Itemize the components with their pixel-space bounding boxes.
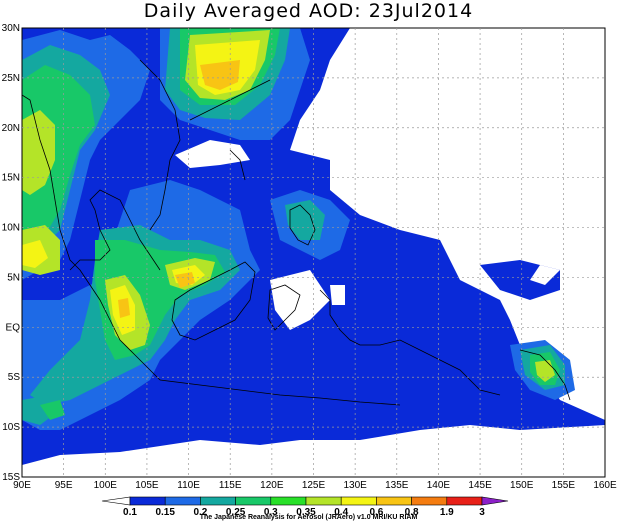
- longitude-tick-label: 150E: [510, 480, 534, 491]
- colorbar-label: 0.35: [296, 507, 316, 518]
- colorbar-label: 0.4: [334, 507, 348, 518]
- latitude-tick-label: 15N: [2, 173, 20, 184]
- latitude-tick-label: 10N: [2, 223, 20, 234]
- longitude-tick-label: 125E: [302, 480, 326, 491]
- longitude-tick-label: 120E: [260, 480, 284, 491]
- aod-field: [22, 28, 605, 477]
- map-title: Daily Averaged AOD: 23Jul2014: [143, 0, 474, 22]
- colorbar-segment: [164, 496, 201, 506]
- colorbar-under-triangle: [101, 496, 131, 506]
- colorbar-segment: [235, 496, 272, 506]
- credit-text: The Japanese Reanalysis for Aerosol (JRA…: [199, 514, 418, 521]
- colorbar-segment: [411, 496, 448, 506]
- latitude-tick-label: 20N: [2, 123, 20, 134]
- latitude-tick-label: 5S: [8, 372, 21, 383]
- latitude-tick-label: 10S: [2, 422, 20, 433]
- longitude-tick-label: 110E: [177, 480, 200, 491]
- colorbar-label: 0.3: [264, 507, 278, 518]
- longitude-tick-label: 130E: [343, 480, 367, 491]
- gridlines: [22, 28, 605, 477]
- longitude-tick-label: 95E: [55, 480, 73, 491]
- colorbar-segment: [305, 496, 342, 506]
- colorbar-segment: [270, 496, 307, 506]
- colorbar-segment: [376, 496, 412, 506]
- colorbar-label: 3: [479, 507, 485, 518]
- colorbar-segment: [200, 496, 236, 506]
- colorbar: 0.1 0.15 0.2 0.25 0.3 0.35 0.4 0.6 0.8 1.9 3: [101, 496, 509, 518]
- latitude-labels: 15S 10S 5S EQ 5N 10N 15N 20N 25N 30N: [2, 23, 21, 483]
- colorbar-over-triangle: [481, 496, 509, 506]
- colorbar-label: 0.1: [123, 507, 137, 518]
- longitude-tick-label: 90E: [13, 480, 31, 491]
- colorbar-label: 0.2: [193, 507, 207, 518]
- latitude-tick-label: 25N: [2, 73, 20, 84]
- colorbar-label: 1.9: [440, 507, 454, 518]
- latitude-tick-label: 5N: [7, 272, 20, 283]
- longitude-tick-label: 115E: [219, 480, 242, 491]
- colorbar-label: 0.6: [369, 507, 383, 518]
- longitude-tick-label: 145E: [468, 480, 492, 491]
- longitude-tick-label: 160E: [593, 480, 617, 491]
- latitude-tick-label: 15S: [2, 472, 20, 483]
- longitude-tick-label: 140E: [427, 480, 451, 491]
- latitude-tick-label: 30N: [2, 23, 20, 34]
- colorbar-label: 0.8: [405, 507, 419, 518]
- longitude-labels: 90E 95E 100E 105E 110E 115E 120E 125E 130E 135E 14…: [13, 480, 617, 491]
- colorbar-label: 0.15: [155, 507, 175, 518]
- longitude-tick-label: 135E: [385, 480, 409, 491]
- longitude-tick-label: 105E: [135, 480, 159, 491]
- colorbar-label: 0.25: [226, 507, 246, 518]
- colorbar-segment: [446, 496, 483, 506]
- latitude-tick-label: EQ: [6, 322, 21, 333]
- longitude-tick-label: 155E: [552, 480, 576, 491]
- colorbar-segment: [340, 496, 377, 506]
- longitude-tick-label: 100E: [94, 480, 118, 491]
- colorbar-segment: [129, 496, 166, 506]
